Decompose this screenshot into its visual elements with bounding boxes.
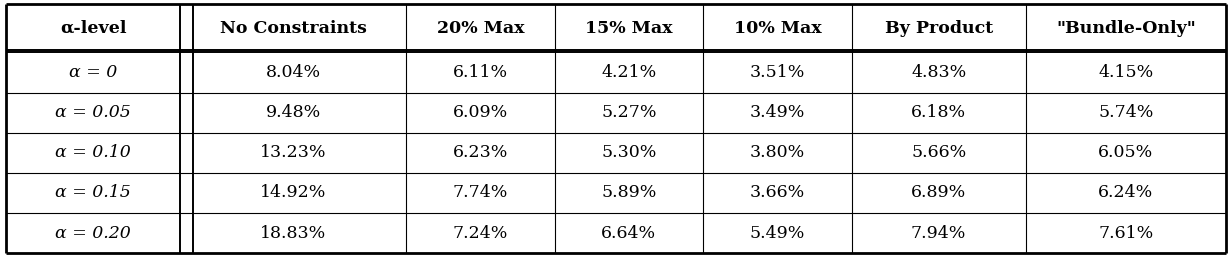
Text: 20% Max: 20% Max — [436, 20, 525, 37]
Text: 7.74%: 7.74% — [453, 185, 508, 201]
Text: α = 0.10: α = 0.10 — [55, 144, 131, 161]
Text: 3.80%: 3.80% — [750, 144, 804, 161]
Text: 4.83%: 4.83% — [910, 64, 966, 81]
Text: 6.89%: 6.89% — [910, 185, 966, 201]
Text: 9.48%: 9.48% — [266, 104, 322, 121]
Text: 3.51%: 3.51% — [749, 64, 804, 81]
Text: 5.49%: 5.49% — [749, 225, 804, 242]
Text: 18.83%: 18.83% — [260, 225, 326, 242]
Text: 8.04%: 8.04% — [266, 64, 320, 81]
Text: 5.27%: 5.27% — [601, 104, 657, 121]
Text: 3.66%: 3.66% — [750, 185, 804, 201]
Text: 6.18%: 6.18% — [912, 104, 966, 121]
Text: 14.92%: 14.92% — [260, 185, 326, 201]
Text: 6.23%: 6.23% — [453, 144, 508, 161]
Text: 13.23%: 13.23% — [260, 144, 326, 161]
Text: No Constraints: No Constraints — [219, 20, 367, 37]
Text: α = 0.05: α = 0.05 — [55, 104, 131, 121]
Text: 4.15%: 4.15% — [1098, 64, 1153, 81]
Text: 5.30%: 5.30% — [601, 144, 657, 161]
Text: 5.74%: 5.74% — [1098, 104, 1153, 121]
Text: α = 0.20: α = 0.20 — [55, 225, 131, 242]
Text: α-level: α-level — [60, 20, 127, 37]
Text: 6.64%: 6.64% — [601, 225, 657, 242]
Text: 7.61%: 7.61% — [1098, 225, 1153, 242]
Text: α = 0.15: α = 0.15 — [55, 185, 131, 201]
Text: "Bundle-Only": "Bundle-Only" — [1056, 20, 1196, 37]
Text: 6.11%: 6.11% — [453, 64, 508, 81]
Text: 6.09%: 6.09% — [453, 104, 508, 121]
Text: 4.21%: 4.21% — [601, 64, 657, 81]
Text: 5.89%: 5.89% — [601, 185, 657, 201]
Text: 3.49%: 3.49% — [749, 104, 804, 121]
Text: 5.66%: 5.66% — [910, 144, 966, 161]
Text: α = 0: α = 0 — [69, 64, 117, 81]
Text: 7.94%: 7.94% — [910, 225, 966, 242]
Text: 10% Max: 10% Max — [733, 20, 822, 37]
Text: By Product: By Product — [885, 20, 993, 37]
Text: 6.05%: 6.05% — [1098, 144, 1153, 161]
Text: 7.24%: 7.24% — [453, 225, 508, 242]
Text: 15% Max: 15% Max — [585, 20, 673, 37]
Text: 6.24%: 6.24% — [1098, 185, 1153, 201]
